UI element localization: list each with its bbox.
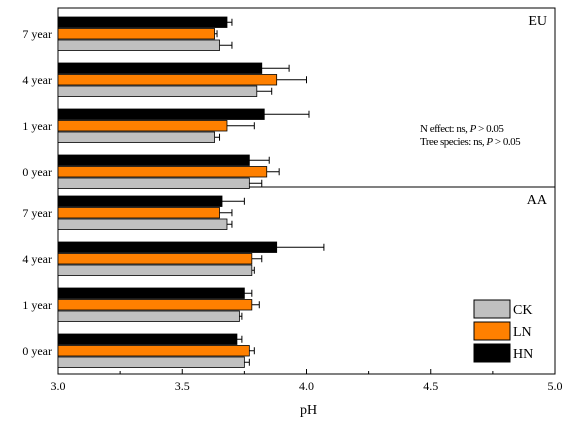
bar-eu-4-year-ln [57, 74, 278, 86]
bar-aa-0-year-ln [57, 345, 250, 357]
bar-eu-1-year-ck [57, 131, 215, 143]
bar-aa-7-year-ln [57, 207, 220, 219]
x-tick-label: 4.0 [299, 379, 314, 393]
bar-aa-0-year-hn [57, 333, 238, 345]
category-label-eu-4-year: 4 year [22, 73, 52, 87]
annotation-eu-1: Tree species: ns, P > 0.05 [420, 136, 521, 148]
bar-eu-4-year-ck [57, 85, 258, 97]
legend-label-ck: CK [513, 303, 532, 318]
x-tick-label: 3.5 [175, 379, 190, 393]
x-tick-label: 5.0 [548, 379, 563, 393]
annotation-eu-0: N effect: ns, P > 0.05 [420, 123, 504, 135]
annotation-prefix: N effect: ns, [420, 123, 470, 135]
annotation-suffix: > 0.05 [493, 136, 521, 148]
annotation-prefix: Tree species: ns, [420, 136, 486, 148]
category-label-aa-1-year: 1 year [22, 298, 52, 312]
legend-label-ln: LN [513, 325, 532, 340]
x-tick-label: 4.5 [423, 379, 438, 393]
bar-eu-0-year-ln [57, 166, 268, 178]
bar-eu-0-year-hn [57, 154, 250, 166]
bar-aa-4-year-hn [57, 241, 278, 253]
category-label-aa-0-year: 0 year [22, 344, 52, 358]
x-tick-label: 3.0 [51, 379, 66, 393]
bar-eu-7-year-ck [57, 39, 220, 51]
category-label-eu-1-year: 1 year [22, 119, 52, 133]
bar-eu-7-year-ln [57, 28, 215, 40]
annotation-p-symbol: P [469, 123, 477, 135]
bar-aa-1-year-hn [57, 287, 245, 299]
annotation-p-symbol: P [485, 136, 493, 148]
bar-eu-7-year-hn [57, 16, 228, 28]
bar-eu-1-year-hn [57, 108, 265, 120]
category-label-aa-7-year: 7 year [22, 206, 52, 220]
bar-aa-7-year-ck [57, 218, 228, 230]
bar-eu-1-year-ln [57, 120, 228, 132]
annotation-suffix: > 0.05 [476, 123, 504, 135]
bar-aa-0-year-ck [57, 356, 245, 368]
category-label-eu-7-year: 7 year [22, 27, 52, 41]
bar-aa-7-year-hn [57, 195, 223, 207]
bar-eu-0-year-ck [57, 177, 250, 189]
bar-aa-1-year-ck [57, 310, 240, 322]
category-label-eu-0-year: 0 year [22, 165, 52, 179]
x-axis-title: pH [300, 403, 317, 418]
panel-label-eu: EU [528, 14, 547, 29]
legend-swatch-hn [473, 343, 511, 363]
panel-label-aa: AA [527, 193, 548, 208]
bar-aa-4-year-ln [57, 253, 253, 265]
category-label-aa-4-year: 4 year [22, 252, 52, 266]
bar-aa-1-year-ln [57, 299, 253, 311]
legend-label-hn: HN [513, 347, 533, 362]
legend-swatch-ln [473, 321, 511, 341]
bar-eu-4-year-hn [57, 62, 263, 74]
legend-swatch-ck [473, 299, 511, 319]
bar-aa-4-year-ck [57, 264, 253, 276]
